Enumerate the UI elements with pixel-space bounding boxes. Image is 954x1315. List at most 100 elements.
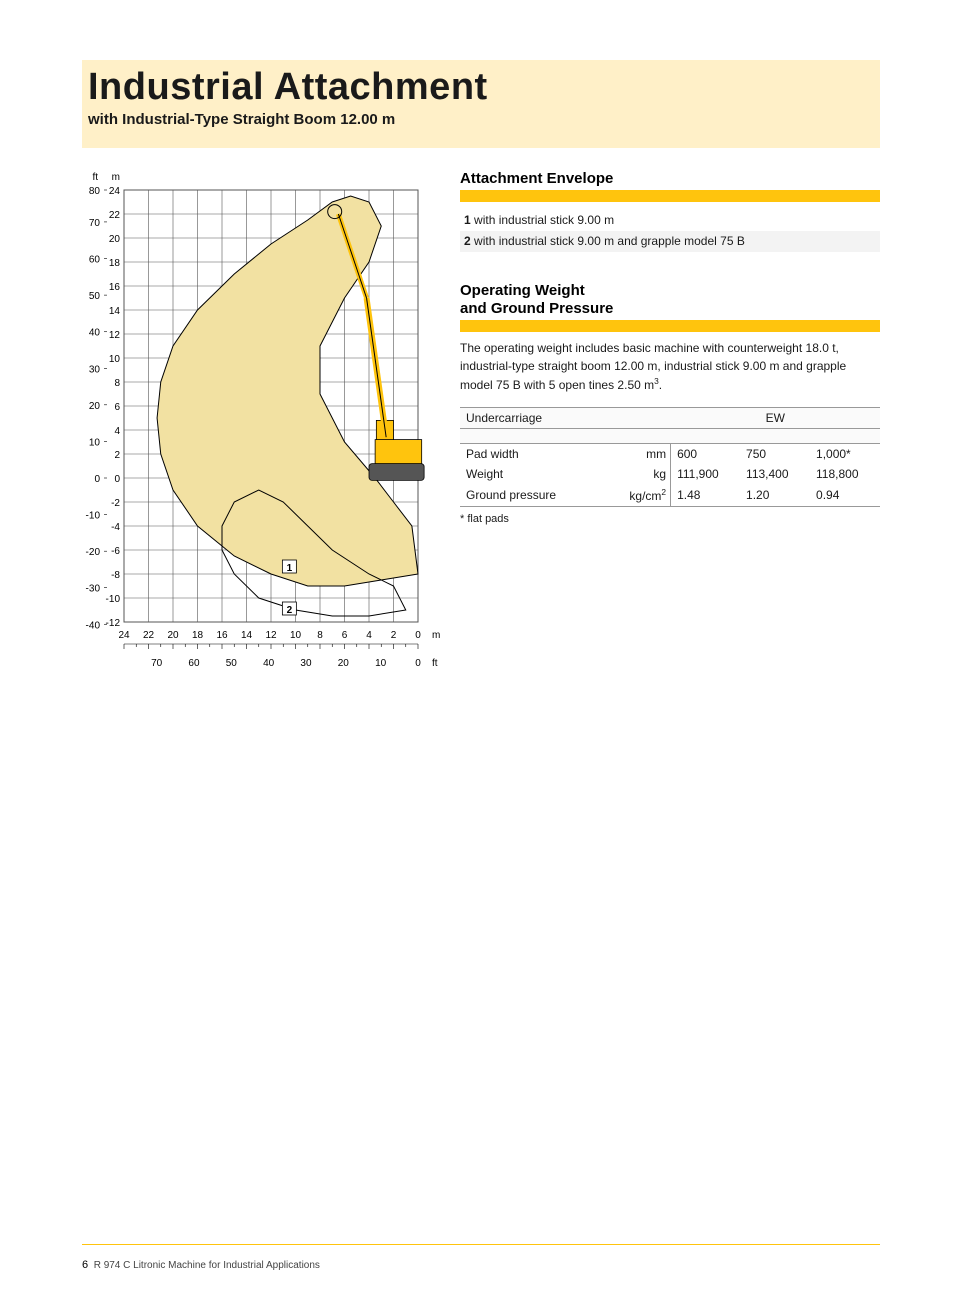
y-m-tick: 16 xyxy=(109,282,121,293)
x-m-tick: 12 xyxy=(265,630,277,641)
section-heading-weight: Operating Weight and Ground Pressure xyxy=(460,282,880,318)
table-row-unit: mm xyxy=(610,443,671,464)
table-header-left: Undercarriage xyxy=(460,407,671,428)
curve-label: 1 xyxy=(287,563,293,574)
y-ft-tick: -10 xyxy=(86,511,101,522)
curve-label: 2 xyxy=(287,605,293,616)
x-ft-tick: 30 xyxy=(300,658,312,669)
table-row-unit: kg/cm2 xyxy=(610,484,671,507)
y-ft-tick: 70 xyxy=(89,218,101,229)
envelope-item-number: 2 xyxy=(464,234,471,248)
y-m-tick: 12 xyxy=(109,330,121,341)
envelope-list: 1 with industrial stick 9.00 m2 with ind… xyxy=(460,210,880,252)
y-m-tick: -6 xyxy=(111,546,120,557)
y-m-tick: -8 xyxy=(111,570,120,581)
x-ft-tick: 0 xyxy=(415,658,421,669)
x-m-tick: 18 xyxy=(192,630,204,641)
y-m-tick: -2 xyxy=(111,498,120,509)
y-ft-tick: -30 xyxy=(86,584,101,595)
y-ft-tick: 10 xyxy=(89,437,101,448)
table-cell: 118,800 xyxy=(810,464,880,484)
table-cell: 750 xyxy=(740,443,810,464)
table-cell: 1,000* xyxy=(810,443,880,464)
y-m-tick: 22 xyxy=(109,210,121,221)
operating-weight-section: Operating Weight and Ground Pressure The… xyxy=(460,282,880,524)
gold-rule xyxy=(460,320,880,332)
y-ft-tick: -20 xyxy=(86,547,101,558)
page-footer: 6 R 974 C Litronic Machine for Industria… xyxy=(82,1259,320,1271)
x-m-tick: 4 xyxy=(366,630,372,641)
axis-m-label: m xyxy=(112,172,120,183)
x-m-tick: 16 xyxy=(216,630,228,641)
gold-rule xyxy=(460,190,880,202)
table-cell: 1.20 xyxy=(740,484,810,507)
y-m-tick: 4 xyxy=(114,426,120,437)
x-ft-tick: 60 xyxy=(188,658,200,669)
y-ft-tick: 0 xyxy=(94,474,100,485)
axis-ft-label: ft xyxy=(92,172,98,183)
y-ft-tick: 80 xyxy=(89,186,101,197)
table-row-label: Pad width xyxy=(460,443,610,464)
envelope-chart-svg: 12-12-10-8-6-4-2024681012141618202224807… xyxy=(82,168,442,698)
table-cell: 113,400 xyxy=(740,464,810,484)
envelope-item-number: 1 xyxy=(464,213,471,227)
section-heading-envelope: Attachment Envelope xyxy=(460,170,880,188)
y-ft-tick: -40 xyxy=(86,620,101,631)
table-footnote: * flat pads xyxy=(460,513,880,525)
y-m-tick: -10 xyxy=(106,594,121,605)
x-ft-tick: 70 xyxy=(151,658,163,669)
footer-text: R 974 C Litronic Machine for Industrial … xyxy=(94,1260,320,1271)
table-cell: 0.94 xyxy=(810,484,880,507)
y-m-tick: 0 xyxy=(114,474,120,485)
y-m-tick: 2 xyxy=(114,450,120,461)
y-m-tick: 24 xyxy=(109,186,121,197)
axis-ft-label-x: ft xyxy=(432,658,438,669)
x-ft-tick: 10 xyxy=(375,658,387,669)
y-m-tick: 20 xyxy=(109,234,121,245)
table-row-unit: kg xyxy=(610,464,671,484)
table-cell: 1.48 xyxy=(671,484,740,507)
x-ft-tick: 50 xyxy=(226,658,238,669)
right-column: Attachment Envelope 1 with industrial st… xyxy=(460,170,880,525)
y-ft-tick: 40 xyxy=(89,328,101,339)
y-ft-tick: 30 xyxy=(89,364,101,375)
page-title: Industrial Attachment xyxy=(88,66,880,109)
x-m-tick: 20 xyxy=(167,630,179,641)
x-m-tick: 8 xyxy=(317,630,323,641)
table-cell: 111,900 xyxy=(671,464,740,484)
y-m-tick: 6 xyxy=(114,402,120,413)
table-row-label: Ground pressure xyxy=(460,484,610,507)
x-m-tick: 14 xyxy=(241,630,253,641)
envelope-item-text: with industrial stick 9.00 m and grapple… xyxy=(471,234,745,248)
table-row-label: Weight xyxy=(460,464,610,484)
envelope-item: 1 with industrial stick 9.00 m xyxy=(460,210,880,231)
y-m-tick: 14 xyxy=(109,306,121,317)
y-m-tick: -4 xyxy=(111,522,120,533)
heading-line1: Operating Weight xyxy=(460,282,585,299)
y-m-tick: 8 xyxy=(114,378,120,389)
x-m-tick: 2 xyxy=(391,630,397,641)
table-header-right: EW xyxy=(671,407,880,428)
x-m-tick: 0 xyxy=(415,630,421,641)
x-m-tick: 22 xyxy=(143,630,155,641)
x-ft-tick: 20 xyxy=(338,658,350,669)
y-ft-tick: 60 xyxy=(89,255,101,266)
footer-rule xyxy=(82,1244,880,1245)
envelope-item: 2 with industrial stick 9.00 m and grapp… xyxy=(460,231,880,252)
x-m-tick: 6 xyxy=(342,630,348,641)
x-ft-tick: 40 xyxy=(263,658,275,669)
header-band: Industrial Attachment with Industrial-Ty… xyxy=(82,60,880,148)
heading-line2: and Ground Pressure xyxy=(460,300,613,317)
x-m-tick: 10 xyxy=(290,630,302,641)
y-m-tick: 10 xyxy=(109,354,121,365)
table-cell: 600 xyxy=(671,443,740,464)
spec-table: UndercarriageEW Pad widthmm6007501,000* W… xyxy=(460,407,880,507)
y-ft-tick: 20 xyxy=(89,401,101,412)
y-m-tick: -12 xyxy=(106,618,121,629)
envelope-item-text: with industrial stick 9.00 m xyxy=(471,213,614,227)
x-m-tick: 24 xyxy=(118,630,130,641)
attachment-envelope-section: Attachment Envelope 1 with industrial st… xyxy=(460,170,880,252)
weight-description: The operating weight includes basic mach… xyxy=(460,340,880,394)
y-ft-tick: 50 xyxy=(89,291,101,302)
envelope-chart: 12-12-10-8-6-4-2024681012141618202224807… xyxy=(82,168,442,698)
